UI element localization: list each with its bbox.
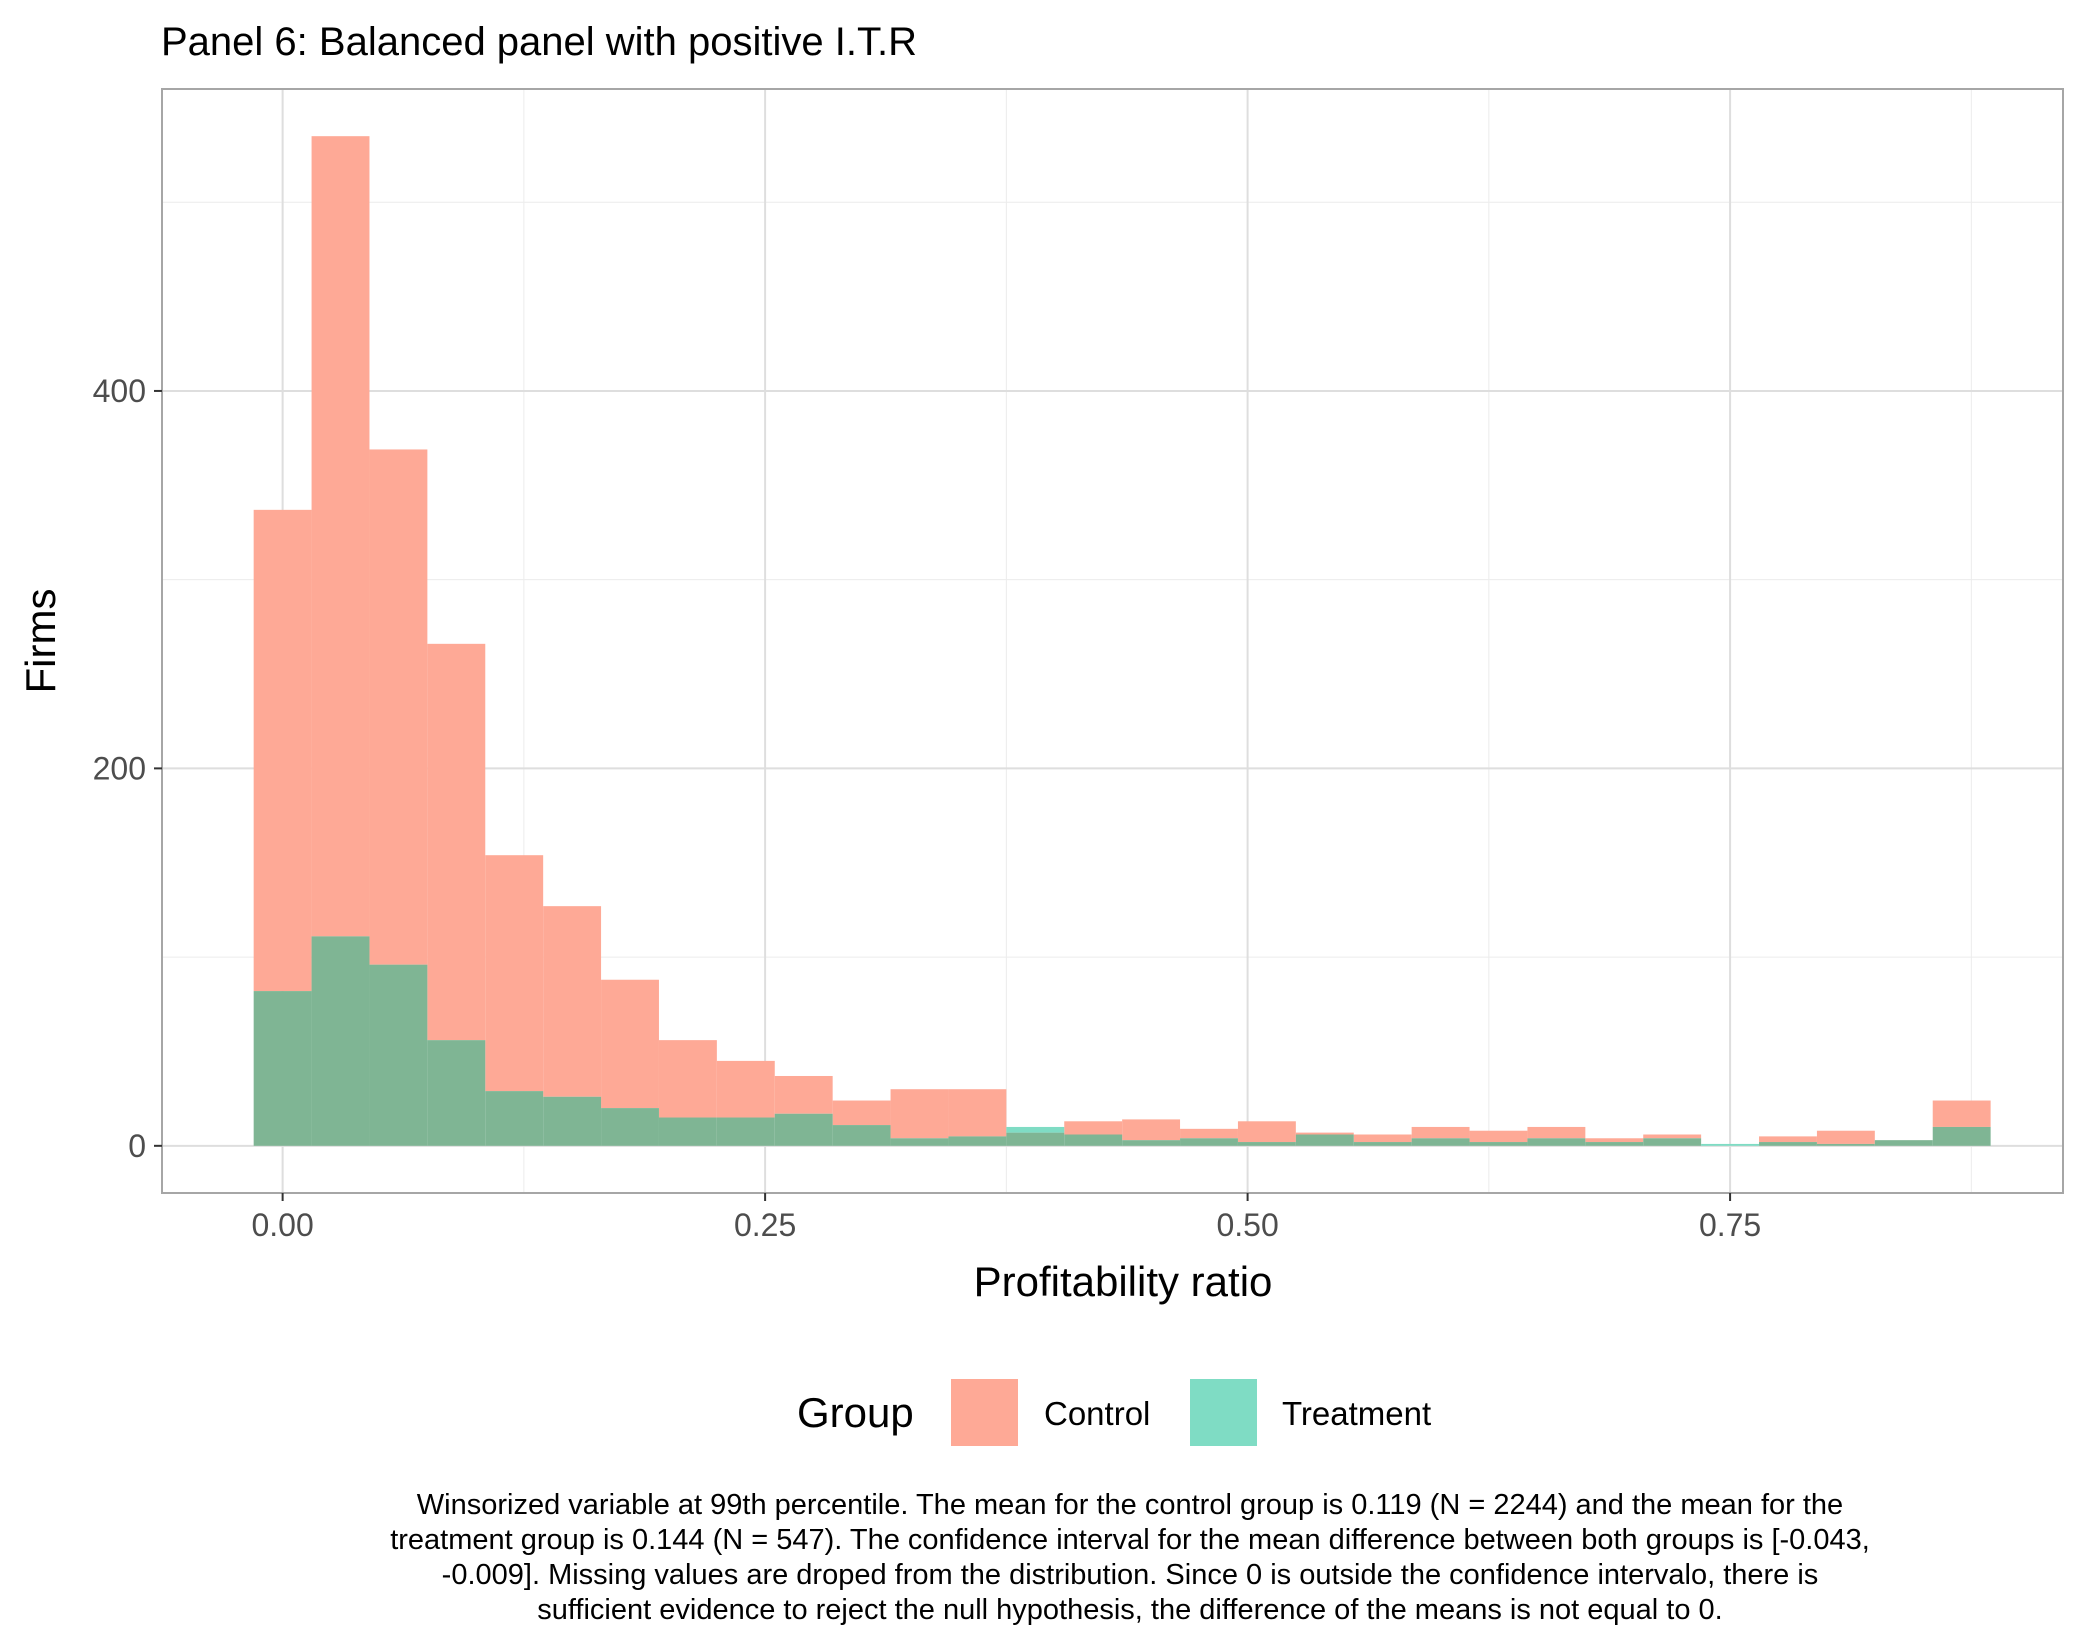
x-tick-label: 0.00 (251, 1207, 313, 1243)
treatment-bar (716, 1117, 775, 1146)
treatment-bar (1874, 1140, 1933, 1146)
treatment-bar (1180, 1138, 1238, 1146)
treatment-bar (1353, 1142, 1412, 1146)
control-bar (890, 1089, 949, 1139)
treatment-bar (1006, 1132, 1065, 1146)
treatment-bar-exceeding (1701, 1143, 1760, 1146)
control-bar (774, 1075, 833, 1114)
chart-caption: Winsorized variable at 99th percentile. … (230, 1488, 2030, 1628)
plot-panel-border (161, 88, 2064, 1194)
legend-key-treatment (1190, 1379, 1257, 1446)
legend-title: Group (797, 1389, 914, 1436)
treatment-bar (1064, 1134, 1123, 1146)
x-axis: 0.00 0.25 0.50 0.75 (251, 1193, 1761, 1243)
x-axis-label: Profitability ratio (974, 1258, 1273, 1305)
treatment-bar (1816, 1143, 1875, 1146)
x-tick-label: 0.50 (1216, 1207, 1278, 1243)
control-bar (1527, 1126, 1586, 1139)
legend-key-control (951, 1379, 1018, 1446)
control-bar (1122, 1119, 1181, 1141)
control-bar (832, 1100, 891, 1126)
y-tick-label: 200 (93, 750, 146, 786)
treatment-bar (1122, 1140, 1181, 1146)
control-bar (1353, 1134, 1412, 1143)
control-bar (253, 509, 312, 992)
control-bar (658, 1040, 717, 1118)
treatment-bar (485, 1091, 544, 1146)
control-bar (485, 855, 544, 1092)
treatment-bar (774, 1113, 833, 1146)
control-bar (1585, 1138, 1644, 1143)
control-bar (1237, 1121, 1296, 1143)
control-bar (1643, 1134, 1702, 1139)
control-bar (369, 449, 428, 965)
treatment-bar (890, 1138, 949, 1146)
caption-line: sufficient evidence to reject the null h… (537, 1594, 1723, 1626)
y-axis: 0 200 400 (93, 373, 162, 1164)
treatment-bar-exceeding (1006, 1126, 1065, 1133)
y-axis-label: Firms (17, 589, 64, 694)
control-bar (716, 1060, 775, 1118)
control-bar (1295, 1132, 1354, 1135)
treatment-bar (543, 1096, 602, 1146)
treatment-bar (1527, 1138, 1586, 1146)
treatment-bar (832, 1125, 891, 1146)
caption-line: treatment group is 0.144 (N = 547). The … (390, 1524, 1870, 1556)
control-bar (1932, 1100, 1991, 1127)
control-bar (1064, 1121, 1123, 1135)
minor-gridlines (162, 89, 2063, 1193)
treatment-bar (658, 1117, 717, 1146)
control-bar (1469, 1130, 1528, 1143)
legend: Group Control Treatment (797, 1379, 1431, 1446)
y-tick-label: 0 (128, 1128, 146, 1164)
control-bar (1759, 1136, 1817, 1143)
x-tick-label: 0.75 (1699, 1207, 1761, 1243)
treatment-bar (311, 936, 370, 1146)
treatment-bar (948, 1136, 1007, 1146)
treatment-bar (1295, 1134, 1354, 1146)
treatment-bar (1643, 1138, 1702, 1146)
treatment-bar (369, 964, 428, 1146)
control-bar (1180, 1128, 1238, 1139)
treatment-bar (1469, 1142, 1528, 1146)
control-bar (601, 979, 659, 1109)
legend-label-treatment: Treatment (1282, 1395, 1431, 1432)
legend-label-control: Control (1044, 1395, 1150, 1432)
caption-line: Winsorized variable at 99th percentile. … (416, 1489, 1844, 1521)
treatment-bars (253, 936, 1991, 1146)
treatment-bar (1585, 1142, 1644, 1146)
chart-title: Panel 6: Balanced panel with positive I.… (161, 20, 917, 64)
control-bar (1411, 1126, 1470, 1139)
treatment-bar (253, 991, 312, 1146)
control-bar (311, 136, 370, 937)
control-bar (1816, 1130, 1875, 1144)
control-bar (948, 1089, 1007, 1137)
control-bar (543, 906, 602, 1097)
control-bars (253, 136, 1991, 1144)
treatment-bar (601, 1108, 659, 1146)
caption-line: -0.009]. Missing values are droped from … (441, 1559, 1819, 1591)
treatment-bar (427, 1040, 486, 1146)
x-tick-label: 0.25 (734, 1207, 796, 1243)
treatment-bar (1759, 1142, 1817, 1146)
control-bar (427, 643, 486, 1041)
treatment-bar (1932, 1126, 1991, 1146)
treatment-bar (1237, 1142, 1296, 1146)
y-tick-label: 400 (93, 373, 146, 409)
treatment-bar (1411, 1138, 1470, 1146)
